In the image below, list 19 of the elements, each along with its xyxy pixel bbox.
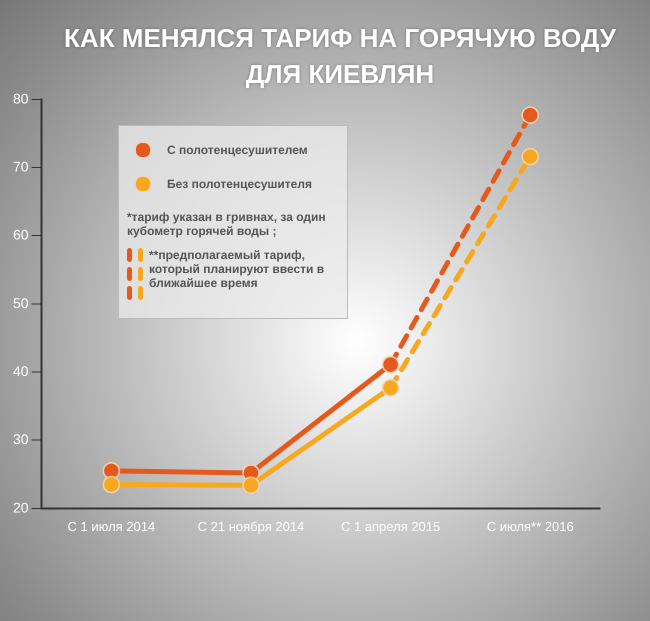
y-tick-label: 40 xyxy=(12,362,29,379)
point xyxy=(242,476,260,494)
x-tick-label: С 1 июля 2014 xyxy=(68,518,156,534)
y-tick-label: 30 xyxy=(12,431,29,448)
y-tick-label: 70 xyxy=(12,158,29,174)
annotation: **предполагаемый тариф, который планируют ввести в ближайшее время xyxy=(149,248,326,290)
x-tick-label: С 21 ноября 2014 xyxy=(198,518,304,534)
annotation: *тариф указан в гривнах, за один кубометр горячей воды ; xyxy=(127,210,327,238)
x-tick-label: С июля** 2016 xyxy=(486,518,574,534)
y-tick-label: 20 xyxy=(12,499,29,516)
legend-label: Без полотенцесушителя xyxy=(167,177,312,191)
chart-title: КАК МЕНЯЛСЯ ТАРИФ НА ГОРЯЧУЮ ВОДУ ДЛЯ КИЕВЛЯН xyxy=(63,22,617,91)
y-tick-label: 60 xyxy=(12,226,29,243)
point xyxy=(521,148,539,166)
legend-label: С полотенцесушителем xyxy=(167,143,308,157)
point xyxy=(521,106,539,124)
point xyxy=(102,476,120,494)
y-tick-label: 50 xyxy=(12,294,29,311)
y-tick-label: 80 xyxy=(12,90,29,106)
